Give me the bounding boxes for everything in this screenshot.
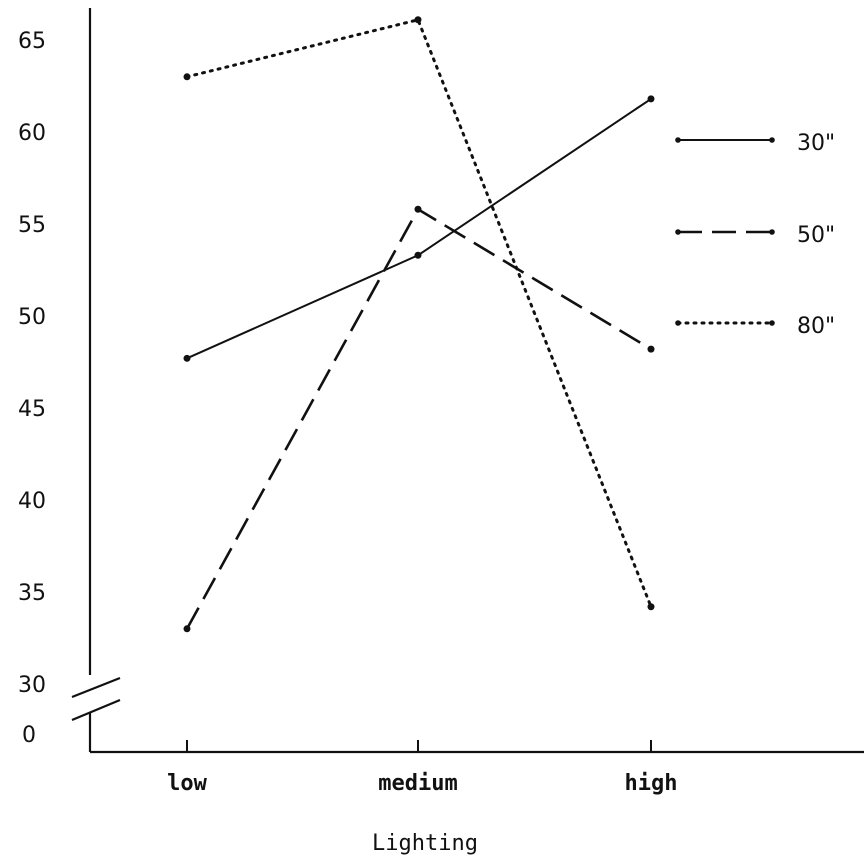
y-tick-label: 55: [18, 213, 46, 238]
y-tick-label: 35: [18, 581, 46, 606]
legend: 30" 50" 80": [675, 131, 835, 339]
x-axis-title: Lighting: [372, 831, 478, 856]
axis-break-mark-lower: [71, 698, 121, 722]
data-point: [414, 251, 422, 259]
data-point: [414, 16, 422, 24]
legend-label: 80": [797, 314, 835, 339]
legend-swatch-end: [675, 137, 681, 143]
data-point: [183, 354, 191, 362]
series-layer: [183, 16, 655, 633]
y-tick-label: 40: [18, 489, 46, 514]
legend-label: 50": [797, 223, 835, 248]
data-point: [647, 603, 655, 611]
x-tick-label: low: [167, 771, 207, 796]
legend-swatch-end: [675, 320, 681, 326]
y-tick-label: 60: [18, 121, 46, 146]
y-tick-label: 45: [18, 397, 46, 422]
legend-swatch-end: [769, 137, 775, 143]
data-point: [414, 205, 422, 213]
series-line-1: [186, 98, 652, 360]
data-point: [647, 345, 655, 353]
y-tick-label: 30: [18, 673, 46, 698]
legend-label: 30": [797, 131, 835, 156]
data-point: [183, 73, 191, 81]
x-tick-label: high: [625, 771, 678, 796]
y-tick-label-zero: 0: [22, 723, 36, 748]
legend-swatch-end: [769, 320, 775, 326]
y-ticks: 30 35 40 45 50 55 60 65 0: [18, 29, 46, 748]
axis-break-mark-upper: [71, 676, 121, 699]
data-point: [647, 95, 655, 103]
series-line-2: [185, 207, 652, 630]
legend-swatch-end: [675, 229, 681, 235]
x-tick-label: medium: [378, 771, 457, 796]
series-line-3: [185, 18, 653, 609]
y-tick-label: 50: [18, 305, 46, 330]
data-point: [183, 625, 191, 633]
legend-swatch-end: [769, 229, 775, 235]
y-tick-label: 65: [18, 29, 46, 54]
x-ticks: low medium high: [167, 740, 677, 796]
